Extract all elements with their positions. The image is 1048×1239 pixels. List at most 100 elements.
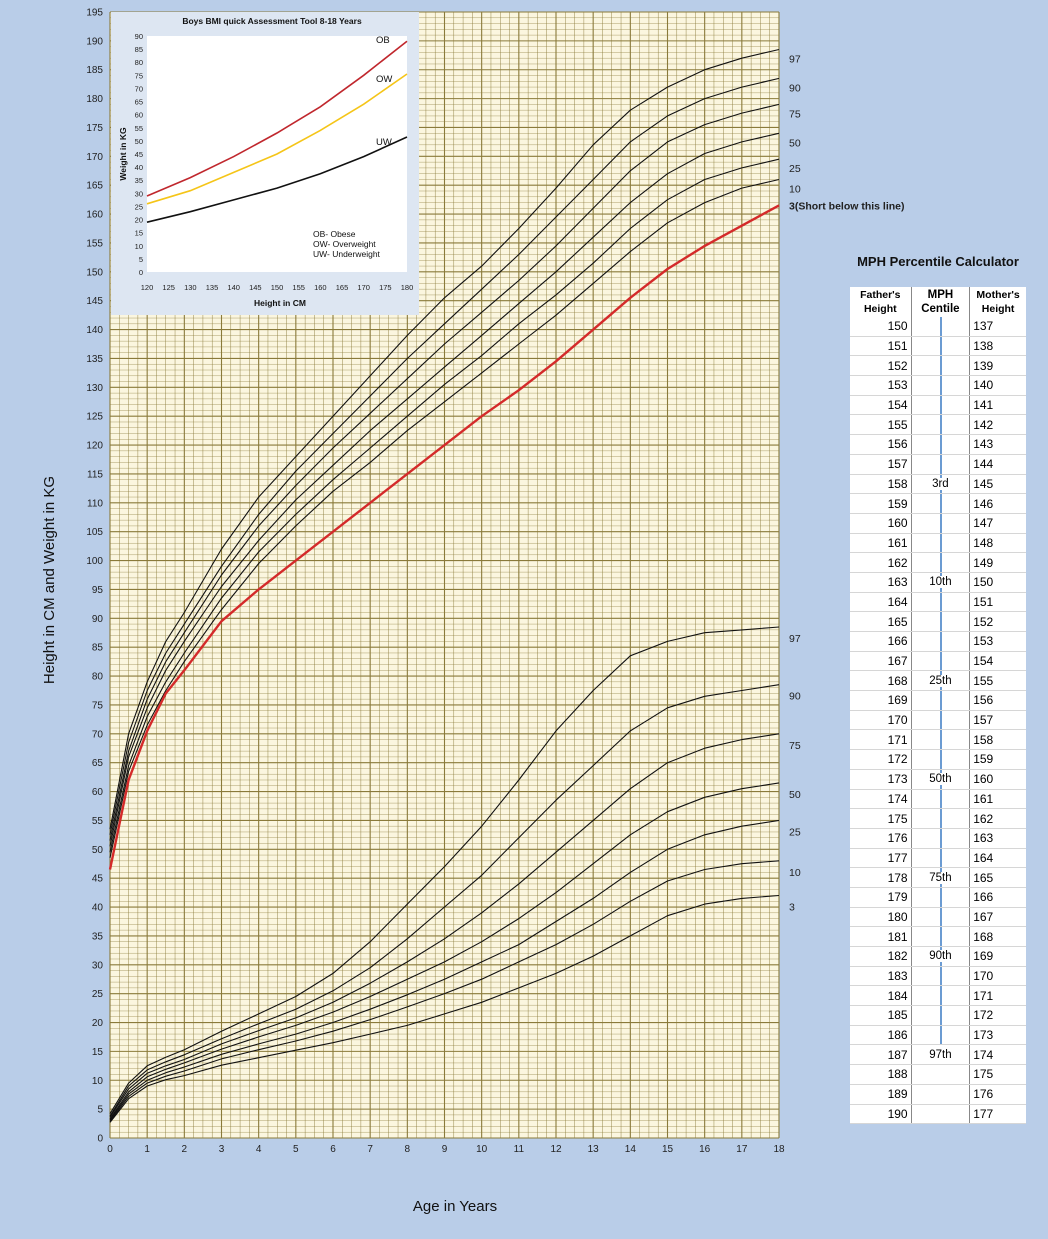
centile-label: 10th — [928, 576, 953, 589]
mph-row: 190 177 — [850, 1104, 1026, 1125]
mph-centile-cell — [911, 749, 970, 770]
mph-row: 189 176 — [850, 1084, 1026, 1105]
bmi-y-tick: 5 — [139, 255, 143, 264]
height-line-p10 — [109, 178, 780, 859]
mph-row: 167 154 — [850, 651, 1026, 672]
mother-height-cell: 152 — [969, 611, 1026, 632]
father-height-cell: 181 — [850, 926, 912, 947]
bmi-inset-chart: Boys BMI quick Assessment Tool 8-18 Year… — [111, 12, 419, 315]
bmi-x-tick: 160 — [314, 283, 327, 292]
mother-height-cell: 168 — [969, 926, 1026, 947]
bmi-x-tick: 125 — [162, 283, 175, 292]
centile-range-line — [940, 533, 943, 553]
bmi-ylabel: Weight in KG — [118, 127, 128, 181]
mph-row: 171 158 — [850, 729, 1026, 751]
father-height-cell: 172 — [850, 749, 912, 770]
centile-range-line — [940, 356, 943, 376]
mph-row: 150 137 — [850, 317, 1026, 337]
mother-height-cell: 173 — [969, 1025, 1026, 1046]
y-tick-label: 185 — [86, 65, 103, 76]
centile-label: 3rd — [931, 477, 950, 490]
father-height-cell: 157 — [850, 454, 912, 475]
mph-centile-cell — [911, 985, 970, 1007]
mph-centile-cell: 97th — [911, 1044, 970, 1066]
y-tick-label: 10 — [92, 1076, 104, 1087]
bmi-x-tick: 155 — [292, 283, 305, 292]
centile-range-line — [940, 966, 943, 986]
x-tick-label: 9 — [442, 1144, 448, 1155]
mph-centile-cell — [911, 808, 970, 829]
y-tick-label: 170 — [86, 152, 103, 163]
height-pct-label: 10 — [789, 183, 801, 195]
mph-row: 172 159 — [850, 749, 1026, 770]
bmi-y-tick: 55 — [135, 124, 143, 133]
mph-centile-cell — [911, 907, 970, 928]
mph-row: 181 168 — [850, 926, 1026, 947]
centile-range-line — [940, 691, 943, 710]
bmi-y-tick: 35 — [135, 176, 143, 185]
father-height-cell: 151 — [850, 336, 912, 357]
bmi-line-ob — [146, 40, 408, 197]
father-height-cell: 183 — [850, 966, 912, 987]
mph-row: 152 139 — [850, 355, 1026, 377]
mother-height-cell: 157 — [969, 710, 1026, 731]
father-height-cell: 165 — [850, 611, 912, 632]
mph-table: Father's Height MPH Centile Mother's Hei… — [850, 287, 1026, 1125]
bmi-y-tick: 85 — [135, 45, 143, 54]
centile-label: 75th — [928, 871, 953, 884]
y-tick-label: 45 — [92, 874, 104, 885]
mph-title: MPH Percentile Calculator — [857, 254, 1019, 269]
mother-height-cell: 142 — [969, 414, 1026, 436]
centile-label: 25th — [928, 674, 953, 687]
bmi-line-ow — [146, 73, 408, 205]
father-height-cell: 168 — [850, 670, 912, 692]
mph-row: 186 173 — [850, 1025, 1026, 1046]
bmi-line-uw — [146, 136, 408, 223]
centile-range-line — [940, 986, 943, 1006]
mother-height-cell: 169 — [969, 946, 1026, 967]
bmi-series-label: UW — [376, 137, 392, 148]
y-tick-label: 120 — [86, 441, 103, 452]
father-height-cell: 154 — [850, 395, 912, 416]
weight-pct-label: 3 — [789, 901, 795, 913]
mph-row: 178 75th 165 — [850, 867, 1026, 888]
mph-centile-cell: 50th — [911, 769, 970, 790]
y-tick-label: 15 — [92, 1047, 104, 1058]
mph-row: 155 142 — [850, 414, 1026, 436]
mph-row: 184 171 — [850, 985, 1026, 1007]
y-tick-label: 105 — [86, 527, 103, 538]
y-tick-label: 190 — [86, 36, 103, 47]
height-line-p75 — [109, 103, 780, 841]
bmi-x-tick: 170 — [357, 283, 370, 292]
mph-centile-cell — [911, 592, 970, 613]
mother-height-header: Mother's Height — [969, 287, 1026, 317]
father-height-cell: 163 — [850, 572, 912, 593]
bmi-x-tick: 175 — [379, 283, 392, 292]
mph-centile-cell — [911, 926, 970, 947]
x-tick-label: 5 — [293, 1144, 299, 1155]
mph-centile-cell — [911, 1104, 970, 1125]
x-tick-label: 15 — [662, 1144, 674, 1155]
father-height-cell: 176 — [850, 828, 912, 849]
father-height-cell: 186 — [850, 1025, 912, 1046]
father-height-cell: 178 — [850, 867, 912, 888]
mph-centile-cell — [911, 336, 970, 357]
mother-height-cell: 166 — [969, 887, 1026, 908]
bmi-x-tick: 140 — [227, 283, 240, 292]
weight-percentile-lines — [109, 626, 780, 1123]
y-tick-label: 40 — [92, 903, 104, 914]
bmi-y-tick: 75 — [135, 71, 143, 80]
father-height-cell: 190 — [850, 1104, 912, 1125]
mother-height-cell: 155 — [969, 670, 1026, 692]
y-tick-label: 50 — [92, 845, 104, 856]
father-height-cell: 179 — [850, 887, 912, 908]
height-line-p3 — [108, 204, 780, 870]
centile-range-line — [940, 336, 943, 356]
father-height-cell: 169 — [850, 690, 912, 711]
mph-row: 180 167 — [850, 907, 1026, 928]
father-height-header: Father's Height — [850, 287, 912, 317]
bmi-y-tick: 50 — [135, 137, 143, 146]
weight-line-p50 — [109, 782, 780, 1120]
bmi-series-label: OB — [376, 35, 390, 46]
